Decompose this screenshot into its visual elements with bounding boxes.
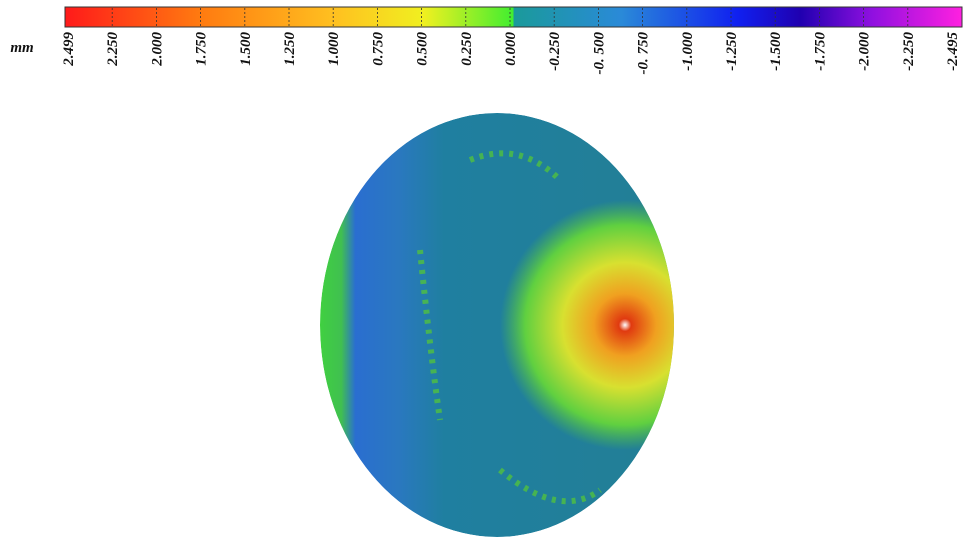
page: 2.499 2.250 2.000 1.750 1.500 1.250 1.000 0.750… bbox=[0, 0, 972, 543]
color-scale bbox=[65, 7, 962, 27]
scale-label: 2.499 bbox=[61, 32, 77, 67]
deviation-map: 2.499 2.250 2.000 1.750 1.500 1.250 1.000 0.750… bbox=[0, 0, 972, 543]
scale-label: -1.250 bbox=[724, 32, 740, 71]
scale-label: 1.750 bbox=[194, 32, 210, 66]
scale-label: 0.250 bbox=[459, 32, 475, 66]
dome-surface bbox=[320, 113, 750, 537]
scale-label: 0.500 bbox=[415, 32, 431, 66]
scale-label: -0. 500 bbox=[591, 32, 607, 75]
scale-label: 0.000 bbox=[503, 32, 519, 66]
scale-label: -1.500 bbox=[768, 32, 784, 71]
scale-label: 1.250 bbox=[282, 32, 298, 66]
scale-label: -2.000 bbox=[857, 32, 873, 71]
scale-label: -2.250 bbox=[901, 32, 917, 71]
scale-label: 1.500 bbox=[238, 32, 254, 66]
scale-label: -0.250 bbox=[547, 32, 563, 71]
scale-label: -0. 750 bbox=[636, 32, 652, 75]
scale-label: 2.250 bbox=[105, 32, 121, 67]
scale-label: 0.750 bbox=[370, 32, 386, 66]
scale-label: 1.000 bbox=[326, 32, 342, 66]
scale-label: -1.000 bbox=[680, 32, 696, 71]
unit-label: mm bbox=[10, 40, 33, 56]
scale-label: -2.495 bbox=[945, 32, 961, 71]
scale-label: 2.000 bbox=[149, 32, 165, 67]
scale-label: -1.750 bbox=[812, 32, 828, 71]
